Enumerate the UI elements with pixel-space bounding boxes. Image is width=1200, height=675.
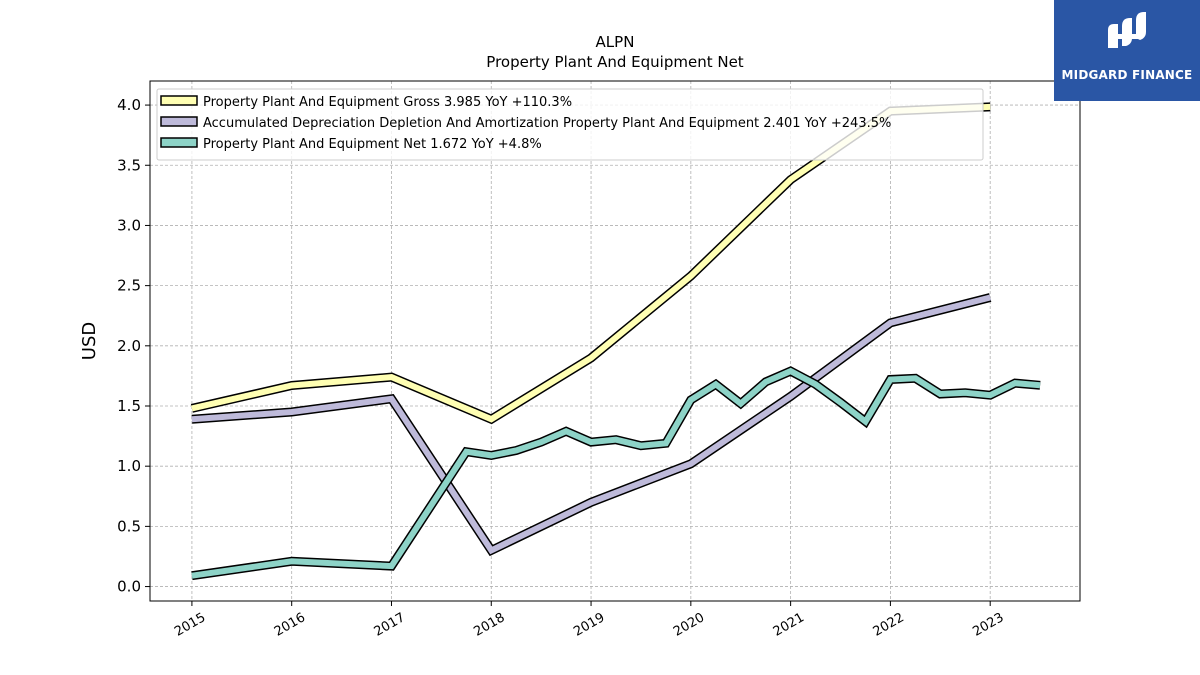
legend-swatch bbox=[160, 95, 198, 106]
x-tick-label: 2021 bbox=[771, 610, 807, 640]
x-tick-label: 2020 bbox=[671, 610, 707, 640]
y-tick-label: 1.5 bbox=[117, 397, 141, 415]
chart-title: ALPN bbox=[596, 33, 635, 51]
x-tick-label: 2018 bbox=[471, 610, 507, 640]
legend-swatch bbox=[160, 137, 198, 148]
y-tick-label: 3.5 bbox=[117, 156, 141, 174]
y-tick-label: 1.0 bbox=[117, 457, 141, 475]
chart-subtitle: Property Plant And Equipment Net bbox=[486, 53, 743, 71]
x-tick-label: 2019 bbox=[571, 610, 607, 640]
plot-frame bbox=[149, 80, 1081, 602]
legend-label: Accumulated Depreciation Depletion And A… bbox=[203, 116, 891, 131]
legend-item: Property Plant And Equipment Gross 3.985… bbox=[160, 95, 572, 110]
series-line-fill bbox=[191, 367, 1041, 579]
legend: Property Plant And Equipment Gross 3.985… bbox=[156, 88, 984, 161]
legend-label: Property Plant And Equipment Gross 3.985… bbox=[203, 95, 572, 110]
legend-item: Accumulated Depreciation Depletion And A… bbox=[160, 116, 891, 131]
y-tick-label: 0.5 bbox=[117, 517, 141, 535]
midgard-finance-logo: MIDGARD FINANCE bbox=[1054, 0, 1200, 101]
y-axis-label: USD bbox=[79, 322, 100, 360]
x-tick-label: 2016 bbox=[272, 610, 308, 640]
legend-label: Property Plant And Equipment Net 1.672 Y… bbox=[203, 137, 542, 152]
series-line bbox=[191, 366, 1041, 581]
logo-text: MIDGARD FINANCE bbox=[1061, 68, 1193, 82]
y-axis: 0.0 0.5 1.0 1.5 2.0 2.5 3.0 3.5 4.0 bbox=[117, 96, 150, 596]
x-tick-label: 2023 bbox=[970, 610, 1006, 640]
legend-box bbox=[156, 88, 984, 161]
y-tick-label: 3.0 bbox=[117, 216, 141, 234]
x-axis: 2015 2016 2017 2018 2019 2020 2021 2022 2023 bbox=[172, 601, 1007, 640]
legend-item: Property Plant And Equipment Net 1.672 Y… bbox=[160, 137, 542, 152]
legend-swatch bbox=[160, 116, 198, 127]
y-tick-label: 0.0 bbox=[117, 578, 141, 596]
x-tick-label: 2022 bbox=[871, 610, 907, 640]
series-lines bbox=[190, 102, 1041, 581]
series-line-outline bbox=[191, 366, 1041, 581]
grid bbox=[150, 81, 1080, 601]
x-tick-label: 2015 bbox=[172, 610, 208, 640]
logo-mark-icon bbox=[1108, 12, 1146, 48]
y-tick-label: 4.0 bbox=[117, 96, 141, 114]
series-line-fill bbox=[191, 294, 991, 555]
series-line bbox=[191, 293, 992, 557]
y-tick-label: 2.5 bbox=[117, 277, 141, 295]
y-tick-label: 2.0 bbox=[117, 337, 141, 355]
x-tick-label: 2017 bbox=[372, 610, 408, 640]
